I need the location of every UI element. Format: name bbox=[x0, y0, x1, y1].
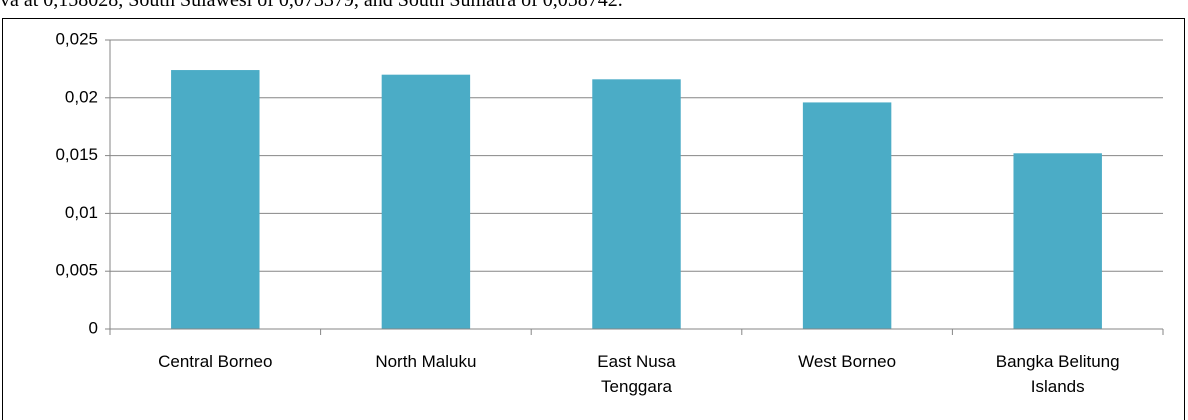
chart-frame bbox=[2, 18, 1185, 420]
y-tick-label: 0 bbox=[89, 318, 98, 337]
y-tick-label: 0,025 bbox=[55, 29, 98, 48]
x-tick-label: West Borneo bbox=[798, 352, 897, 371]
bar bbox=[802, 102, 892, 329]
x-tick-label: Central Borneo bbox=[158, 352, 273, 371]
x-tick-label: East Nusa Tenggara bbox=[597, 352, 676, 396]
y-tick-label: 0,005 bbox=[55, 261, 98, 280]
x-tick-label: Bangka Belitung Islands bbox=[995, 352, 1120, 396]
y-tick-label: 0,01 bbox=[65, 203, 98, 222]
bar bbox=[171, 70, 260, 329]
caption: va at 0,158028, South Sulawesi of 0,0733… bbox=[0, 0, 623, 11]
bar bbox=[592, 79, 681, 329]
bar bbox=[381, 74, 471, 330]
y-tick-label: 0,02 bbox=[65, 87, 98, 106]
y-tick-label: 0,015 bbox=[55, 145, 98, 164]
bar bbox=[1013, 153, 1102, 329]
x-tick-label: North Maluku bbox=[375, 352, 477, 371]
